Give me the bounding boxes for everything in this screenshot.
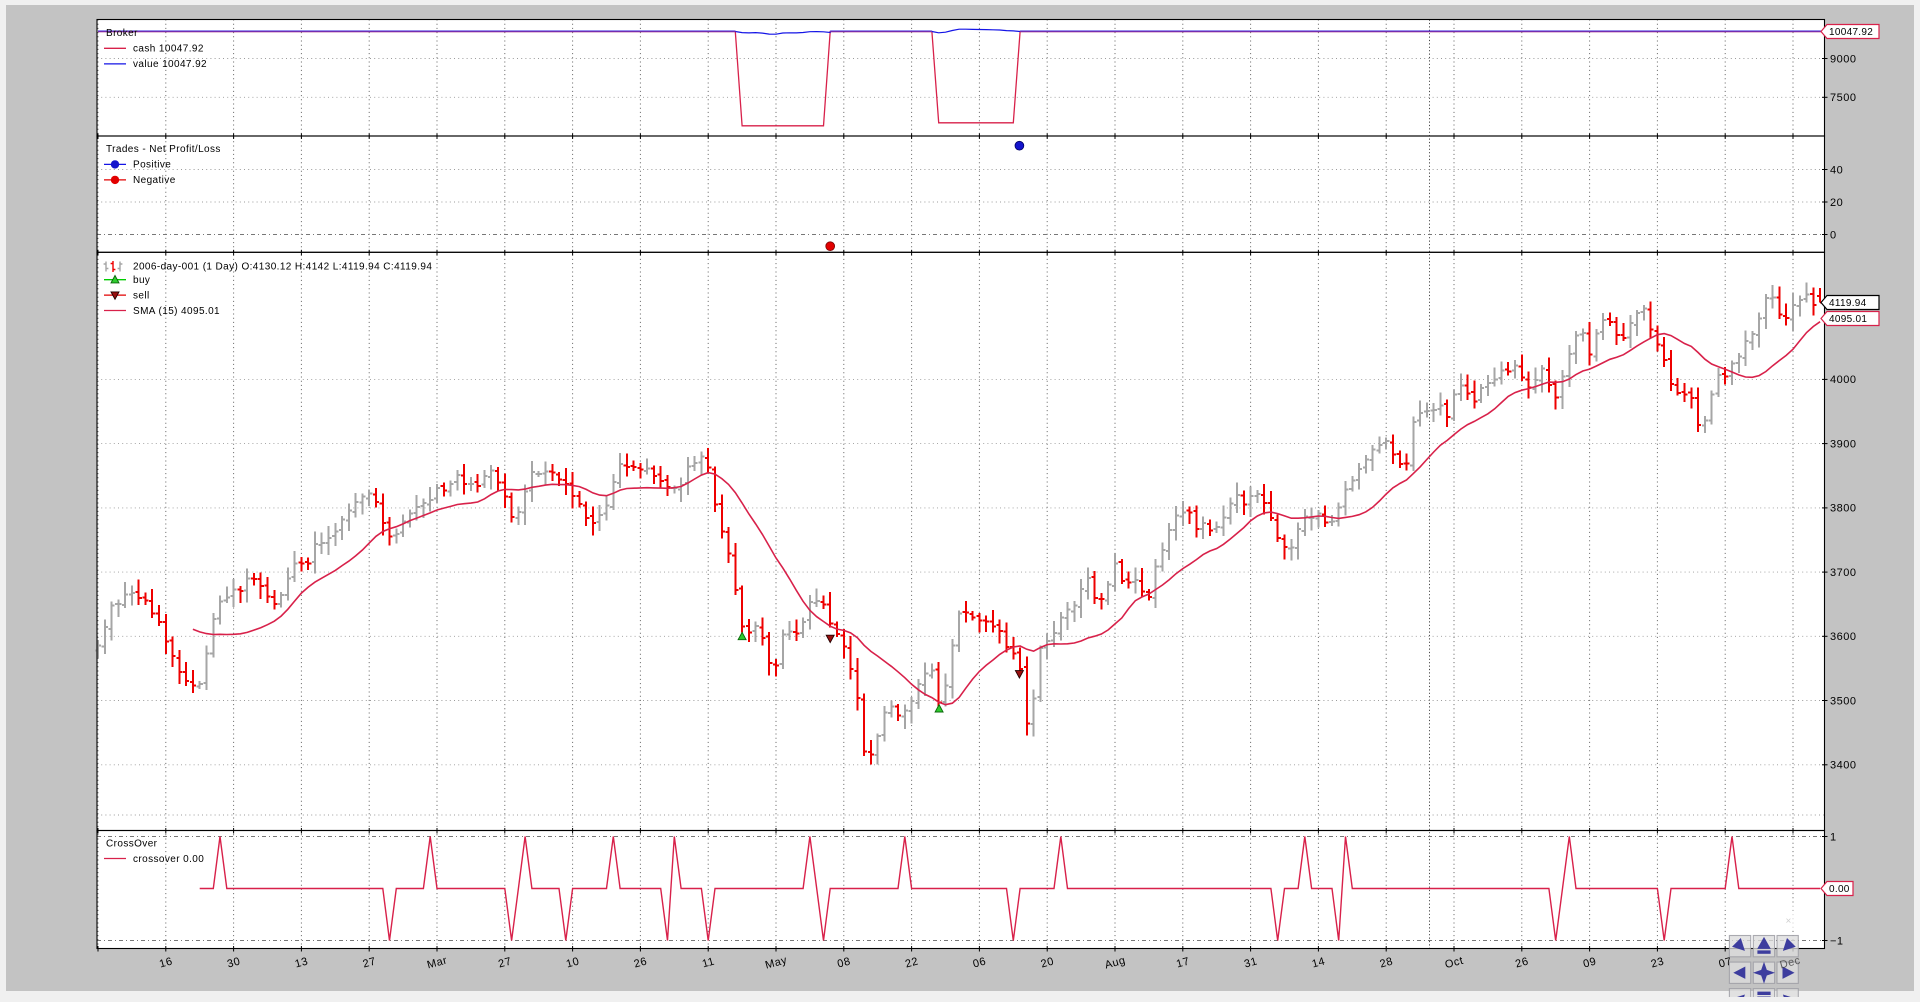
svg-text:3800: 3800 [1830,503,1856,515]
svg-text:20: 20 [1830,197,1843,209]
svg-text:3500: 3500 [1830,695,1856,707]
svg-text:SMA (15) 4095.01: SMA (15) 4095.01 [133,306,220,317]
svg-text:3400: 3400 [1830,760,1856,772]
svg-text:Oct: Oct [1444,955,1465,971]
svg-text:13: 13 [294,955,310,970]
svg-text:4095.01: 4095.01 [1829,314,1867,325]
svg-text:×: × [1786,916,1792,927]
svg-text:10047.92: 10047.92 [1829,27,1873,38]
svg-text:26: 26 [633,955,649,970]
svg-text:17: 17 [1175,955,1191,970]
svg-text:2006-day-001 (1 Day) O:4130.12: 2006-day-001 (1 Day) O:4130.12 H:4142 L:… [133,262,432,273]
svg-text:3900: 3900 [1830,438,1856,450]
svg-text:crossover 0.00: crossover 0.00 [133,854,204,865]
svg-text:Trades - Net Profit/Loss: Trades - Net Profit/Loss [106,144,221,155]
svg-text:20: 20 [1040,955,1056,970]
svg-text:10: 10 [565,955,581,970]
svg-text:31: 31 [1243,955,1259,970]
svg-text:−1: −1 [1830,935,1844,947]
svg-text:CrossOver: CrossOver [106,838,158,849]
svg-text:buy: buy [133,275,150,286]
svg-text:0: 0 [1830,229,1837,241]
svg-text:27: 27 [497,955,513,970]
svg-text:30: 30 [226,955,242,970]
svg-text:cash 10047.92: cash 10047.92 [133,44,204,55]
svg-text:Aug: Aug [1104,954,1127,971]
svg-text:40: 40 [1830,164,1843,176]
svg-text:23: 23 [1650,955,1666,970]
svg-text:Mar: Mar [426,955,449,972]
svg-text:26: 26 [1514,955,1530,970]
svg-text:sell: sell [133,290,150,301]
svg-text:1: 1 [1830,831,1837,843]
svg-text:28: 28 [1379,955,1395,970]
svg-text:May: May [764,954,789,971]
svg-text:7500: 7500 [1830,92,1856,104]
svg-text:3600: 3600 [1830,631,1856,643]
svg-text:3700: 3700 [1830,567,1856,579]
svg-text:0.00: 0.00 [1829,884,1850,895]
svg-text:4119.94: 4119.94 [1829,298,1867,309]
svg-text:11: 11 [701,956,716,971]
svg-text:09: 09 [1582,955,1598,970]
svg-text:Positive: Positive [133,160,171,171]
svg-text:22: 22 [904,955,920,970]
svg-text:value 10047.92: value 10047.92 [133,59,207,70]
svg-text:08: 08 [836,955,852,970]
svg-text:Dec: Dec [1779,954,1802,971]
svg-text:06: 06 [972,955,988,970]
svg-text:14: 14 [1311,955,1327,970]
svg-text:Negative: Negative [133,175,176,186]
svg-text:27: 27 [362,955,378,970]
svg-text:Broker: Broker [106,28,138,39]
svg-text:16: 16 [158,955,174,970]
svg-text:4000: 4000 [1830,374,1856,386]
svg-text:9000: 9000 [1830,53,1856,65]
